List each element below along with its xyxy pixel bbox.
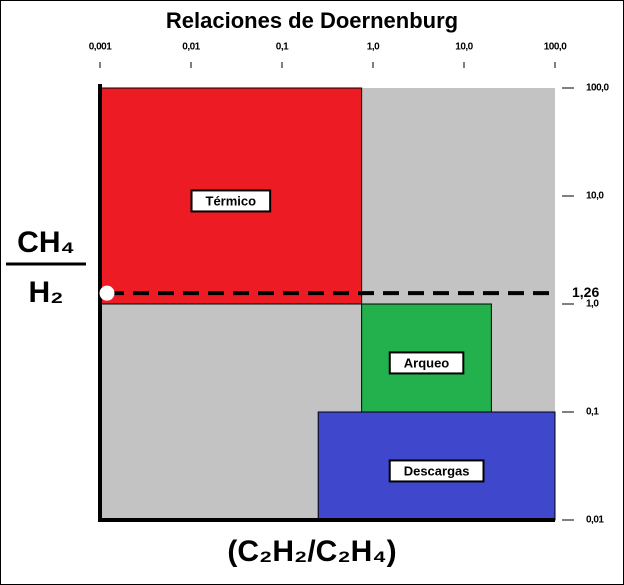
x-tick-label: 0,1 <box>276 42 289 53</box>
x-tick-label: 0,01 <box>182 42 200 53</box>
region-label: Descargas <box>404 463 470 478</box>
y-axis-numerator: CH₄ <box>17 226 75 259</box>
y-tick-label: 0,1 <box>586 407 599 418</box>
x-axis-label: (C₂H₂/C₂H₄) <box>227 535 396 568</box>
region-label: Térmico <box>206 193 257 208</box>
x-tick-label: 0,001 <box>89 42 112 53</box>
x-tick-label: 1,0 <box>367 42 380 53</box>
region-label-box <box>388 351 465 375</box>
y-axis-denominator: H₂ <box>29 276 64 309</box>
y-tick-label: 1,0 <box>586 299 599 310</box>
reference-label: 1,26 <box>572 284 599 300</box>
plot-area: Térmico Arqueo Descargas 0,001 0,01 0,1 1,0 10,… <box>89 42 610 526</box>
y-tick-label: 10,0 <box>586 191 604 202</box>
chart-title: Relaciones de Doernenburg <box>166 8 458 33</box>
region-label: Arqueo <box>404 355 450 370</box>
x-tick-label: 100,0 <box>544 42 567 53</box>
region-label-box <box>388 459 485 483</box>
region-label-box <box>190 189 272 213</box>
x-tick-label: 10,0 <box>455 42 473 53</box>
reference-point <box>99 285 115 301</box>
y-tick-label: 100,0 <box>586 83 609 94</box>
y-tick-label: 0,01 <box>586 515 604 526</box>
